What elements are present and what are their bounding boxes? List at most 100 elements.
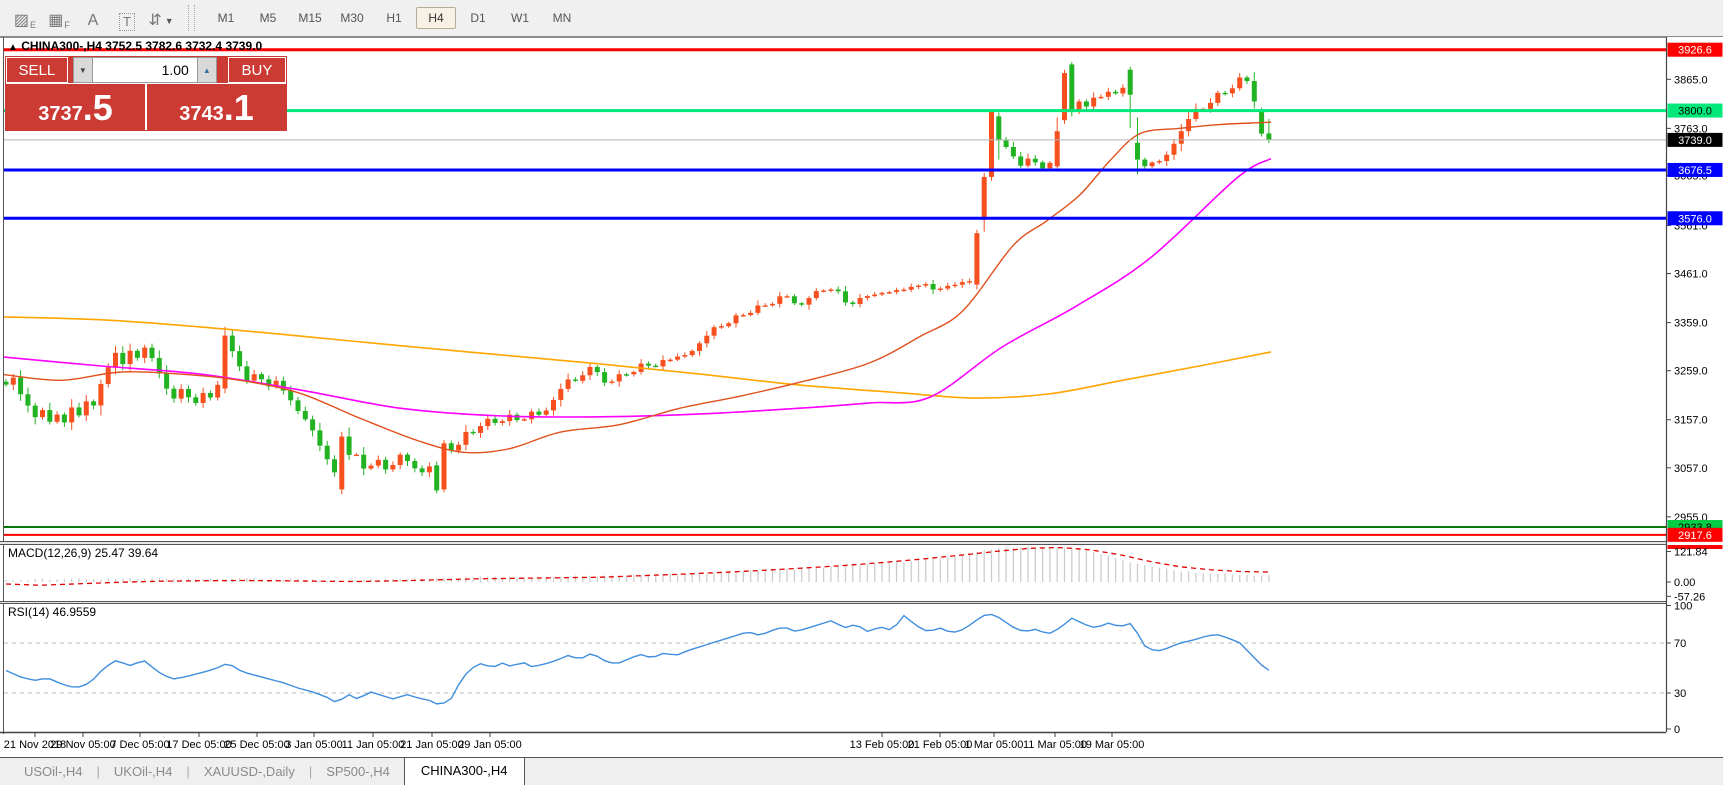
svg-text:3763.0: 3763.0 xyxy=(1674,123,1708,135)
price-badge-3576.0 xyxy=(1667,211,1723,226)
timeframe-button-h4[interactable]: H4 xyxy=(416,7,456,29)
text-tool-icon[interactable]: T xyxy=(112,5,142,31)
chart-tab-usoilh4[interactable]: USOil-,H4 xyxy=(24,764,83,779)
symbol-name: CHINA300-,H4 xyxy=(21,39,102,53)
rsi-line xyxy=(5,613,1270,705)
toolbar-separator xyxy=(188,5,195,31)
price-badge-3676.5 xyxy=(1667,162,1723,177)
macd-indicator-label: MACD(12,26,9) 25.47 39.64 xyxy=(8,546,159,560)
sell-button[interactable]: SELL xyxy=(6,57,68,83)
price-badge-3800.0 xyxy=(1667,103,1723,118)
clipped-badge xyxy=(1667,545,1723,549)
price-badge-3926.6 xyxy=(1667,42,1723,57)
svg-text:3926.6: 3926.6 xyxy=(1678,45,1712,57)
ma-fast-line xyxy=(4,121,1272,454)
chart-tab-xauusddaily[interactable]: XAUUSD-,Daily xyxy=(203,764,295,779)
svg-text:19 Mar 05:00: 19 Mar 05:00 xyxy=(1080,739,1145,751)
svg-text:17 Dec 05:00: 17 Dec 05:00 xyxy=(166,739,231,751)
price-level-lines[interactable] xyxy=(4,48,1666,536)
rsi-panel xyxy=(4,613,1666,705)
fibonacci-tool-icon[interactable]: ▦ F xyxy=(48,12,70,30)
symbol-tab-bar: USOil-,H4 | UKOil-,H4 | XAUUSD-,Daily | SP500-… xyxy=(0,757,1723,785)
timeframe-button-d1[interactable]: D1 xyxy=(470,11,486,25)
svg-text:0: 0 xyxy=(1674,724,1680,736)
macd-signal-line xyxy=(5,546,1269,586)
price-badge-2917.6 xyxy=(1667,527,1723,542)
ohlc-high: 3782.6 xyxy=(145,39,183,53)
svg-text:29 Jan 05:00: 29 Jan 05:00 xyxy=(458,739,522,751)
panel-divider[interactable] xyxy=(0,541,1723,545)
svg-text:21 Feb 05:00: 21 Feb 05:00 xyxy=(908,739,973,751)
price-divider xyxy=(145,84,147,130)
buy-button[interactable]: BUY xyxy=(227,57,286,83)
timeframe-buttons-group: M1 M5 M15 M30 H1 H4 D1 W1 MN xyxy=(205,7,583,29)
one-click-trading-panel: SELL ▼ ▲ BUY 3737 .5 3743 .1 xyxy=(5,56,287,131)
sell-price[interactable]: 3737 .5 xyxy=(6,84,145,130)
svg-text:21 Jan 05:00: 21 Jan 05:00 xyxy=(400,739,464,751)
svg-text:3259.0: 3259.0 xyxy=(1674,366,1708,378)
tab-separator: | xyxy=(308,764,313,779)
svg-text:3739.0: 3739.0 xyxy=(1678,135,1712,147)
candlestick-series xyxy=(4,62,1272,495)
chart-tab-sp500h4[interactable]: SP500-,H4 xyxy=(326,764,390,779)
svg-text:21 Nov 2018: 21 Nov 2018 xyxy=(4,739,66,751)
arrows-tool-icon[interactable]: ⇵ ▼ xyxy=(148,12,174,29)
patterns-tool-icon[interactable]: ▨ E xyxy=(13,12,37,30)
volume-decrease-button[interactable]: ▼ xyxy=(72,57,93,83)
svg-text:-57.26: -57.26 xyxy=(1674,591,1705,603)
svg-text:7 Dec 05:00: 7 Dec 05:00 xyxy=(110,739,169,751)
timeframe-button-mn[interactable]: MN xyxy=(552,11,572,25)
ohlc-close: 3739.0 xyxy=(225,39,263,53)
volume-stepper: ▼ ▲ xyxy=(72,57,217,83)
volume-input[interactable] xyxy=(92,57,197,83)
chart-canvas[interactable]: 3865.03763.03665.03561.03461.03359.03259… xyxy=(0,36,1723,757)
collapse-arrow-icon[interactable]: ▲ xyxy=(8,42,18,53)
svg-text:11 Mar 05:00: 11 Mar 05:00 xyxy=(1023,739,1087,751)
chart-title: ▲ CHINA300-,H4 3752.5 3782.6 3732.4 3739… xyxy=(8,39,262,53)
timeframe-button-h1[interactable]: H1 xyxy=(386,11,402,25)
svg-text:3676.5: 3676.5 xyxy=(1678,165,1712,177)
svg-text:3461.0: 3461.0 xyxy=(1674,269,1708,281)
price-badge-3739.0 xyxy=(1667,132,1723,147)
svg-text:0.00: 0.00 xyxy=(1674,577,1695,589)
buy-price[interactable]: 3743 .1 xyxy=(147,84,286,130)
buy-price-frac: .1 xyxy=(223,87,254,128)
rsi-indicator-label: RSI(14) 46.9559 xyxy=(8,605,97,619)
sell-price-main: 3737 xyxy=(38,103,83,125)
toolbar: ▨ E ▦ F A T ⇵ ▼ M1 M5 M15 M30 H1 H4 D1 W1 MN xyxy=(0,0,1723,36)
timeframe-button-w1[interactable]: W1 xyxy=(511,11,529,25)
trade-panel-divider xyxy=(6,83,286,84)
volume-increase-button[interactable]: ▲ xyxy=(196,57,217,83)
ohlc-low: 3732.4 xyxy=(185,39,223,53)
svg-text:121.84: 121.84 xyxy=(1674,547,1708,559)
svg-text:13 Feb 05:00: 13 Feb 05:00 xyxy=(850,739,915,751)
svg-text:70: 70 xyxy=(1674,638,1686,650)
chart-tab-china300h4[interactable]: CHINA300-,H4 xyxy=(403,757,525,785)
timeframe-button-m30[interactable]: M30 xyxy=(340,11,364,25)
panel-divider[interactable] xyxy=(0,601,1723,604)
ma-slow-line xyxy=(4,316,1272,399)
ohlc-open: 3752.5 xyxy=(105,39,142,53)
svg-text:3359.0: 3359.0 xyxy=(1674,318,1708,330)
price-axis-area[interactable] xyxy=(1666,37,1723,734)
svg-text:3865.0: 3865.0 xyxy=(1674,74,1708,86)
drawing-tools-group: ▨ E ▦ F A T ⇵ ▼ xyxy=(10,5,180,31)
timeframe-button-m5[interactable]: M5 xyxy=(259,11,277,25)
timeframe-button-m1[interactable]: M1 xyxy=(217,11,235,25)
macd-panel xyxy=(5,545,1270,586)
sell-price-frac: .5 xyxy=(82,87,113,128)
svg-text:2917.6: 2917.6 xyxy=(1678,530,1712,542)
svg-text:3 Jan 05:00: 3 Jan 05:00 xyxy=(285,739,343,751)
svg-text:3157.0: 3157.0 xyxy=(1674,415,1708,427)
svg-text:3800.0: 3800.0 xyxy=(1678,106,1712,118)
chart-tab-ukoilh4[interactable]: UKOil-,H4 xyxy=(113,764,173,779)
price-axis-labels: 3865.03763.03665.03561.03461.03359.03259… xyxy=(1666,42,1723,736)
svg-text:3057.0: 3057.0 xyxy=(1674,463,1708,475)
timeframe-button-m15[interactable]: M15 xyxy=(298,11,322,25)
buy-price-main: 3743 xyxy=(179,103,224,125)
svg-text:100: 100 xyxy=(1674,601,1692,613)
label-tool-icon[interactable]: A xyxy=(87,12,99,29)
tab-separator: | xyxy=(96,764,100,779)
